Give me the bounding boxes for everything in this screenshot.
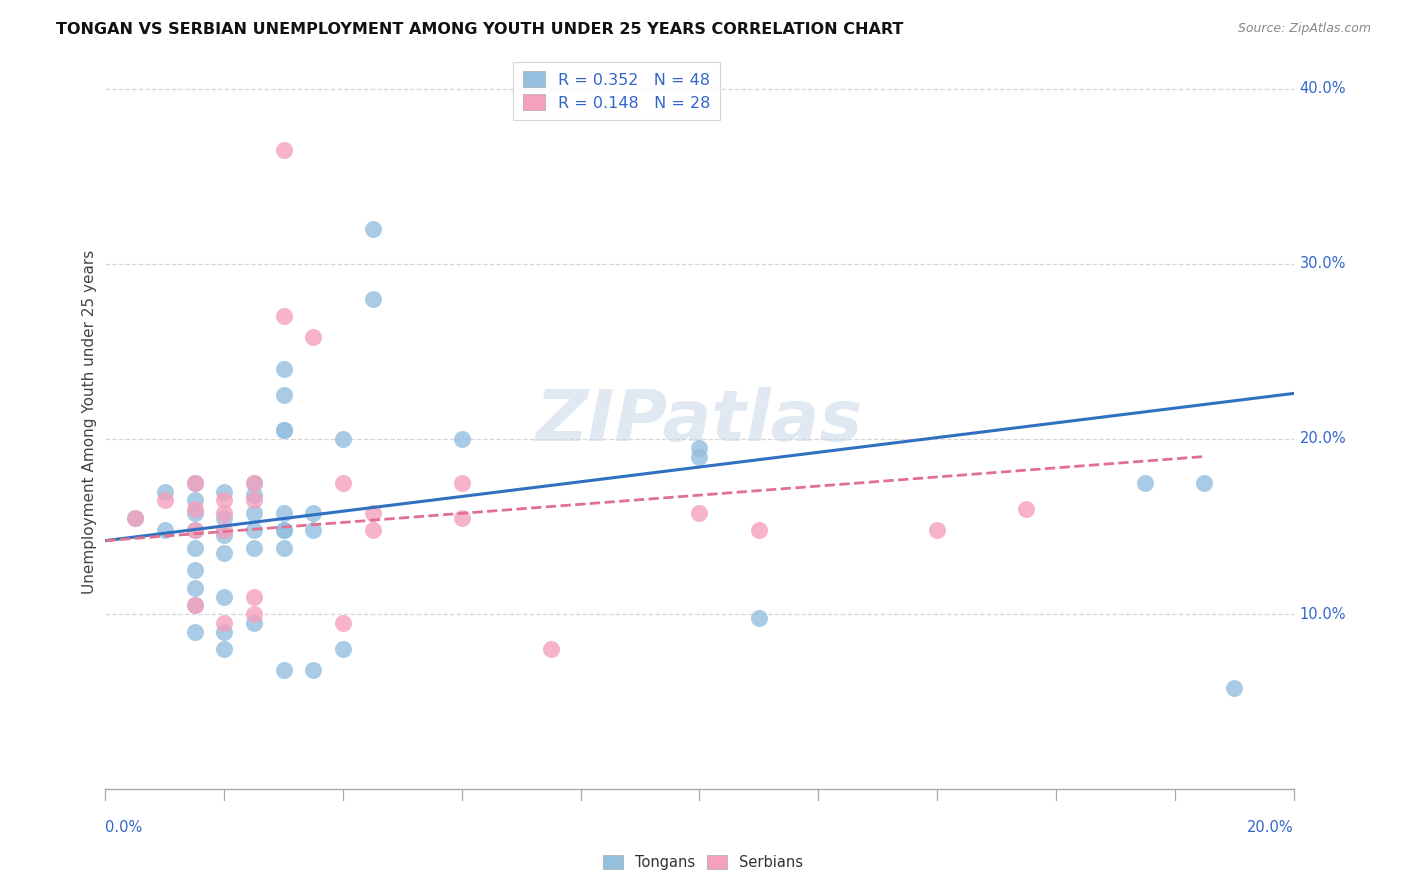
Point (183, 599, 205, 613)
Point (183, 475, 205, 490)
Point (1223, 681, 1246, 695)
Point (183, 475, 205, 490)
Point (183, 523, 205, 537)
Text: 10.0%: 10.0% (1299, 607, 1346, 622)
Point (273, 506, 295, 520)
Point (243, 541, 266, 555)
Point (689, 506, 711, 520)
Point (332, 615, 354, 630)
Point (153, 484, 176, 499)
Point (214, 493, 236, 508)
Point (214, 642, 236, 657)
Point (332, 475, 354, 490)
Text: 20.0%: 20.0% (1247, 821, 1294, 835)
Point (183, 523, 205, 537)
Point (214, 624, 236, 639)
Point (273, 362, 295, 376)
Point (214, 523, 236, 537)
Text: 40.0%: 40.0% (1299, 81, 1346, 96)
Text: TONGAN VS SERBIAN UNEMPLOYMENT AMONG YOUTH UNDER 25 YEARS CORRELATION CHART: TONGAN VS SERBIAN UNEMPLOYMENT AMONG YOU… (56, 22, 904, 37)
Point (214, 590, 236, 604)
Text: 0.0%: 0.0% (105, 821, 142, 835)
Legend: Tongans, Serbians: Tongans, Serbians (598, 849, 808, 876)
Point (243, 607, 266, 622)
Point (273, 143, 295, 157)
Point (214, 506, 236, 520)
Point (273, 541, 295, 555)
Point (214, 546, 236, 560)
Point (243, 488, 266, 502)
Point (332, 642, 354, 657)
Point (302, 663, 325, 677)
Point (273, 663, 295, 677)
Point (273, 523, 295, 537)
Point (361, 221, 384, 235)
Point (361, 292, 384, 306)
Point (183, 581, 205, 595)
Point (748, 611, 770, 625)
Point (302, 506, 325, 520)
Point (214, 528, 236, 542)
Point (153, 493, 176, 508)
Point (332, 432, 354, 446)
Point (183, 493, 205, 508)
Point (302, 330, 325, 344)
Point (243, 615, 266, 630)
Point (1015, 502, 1038, 516)
Point (361, 523, 384, 537)
Point (243, 523, 266, 537)
Point (450, 511, 472, 525)
Y-axis label: Unemployment Among Youth under 25 years: Unemployment Among Youth under 25 years (82, 250, 97, 593)
Text: 20.0%: 20.0% (1299, 432, 1346, 447)
Point (183, 541, 205, 555)
Point (183, 506, 205, 520)
Point (214, 511, 236, 525)
Point (214, 484, 236, 499)
Point (450, 475, 472, 490)
Text: Source: ZipAtlas.com: Source: ZipAtlas.com (1237, 22, 1371, 36)
Point (243, 475, 266, 490)
Point (214, 615, 236, 630)
Point (243, 475, 266, 490)
Point (243, 506, 266, 520)
Point (540, 642, 562, 657)
Point (273, 388, 295, 402)
Point (124, 511, 146, 525)
Point (273, 310, 295, 324)
Point (273, 423, 295, 437)
Point (450, 432, 472, 446)
Point (243, 590, 266, 604)
Point (124, 511, 146, 525)
Point (361, 506, 384, 520)
Point (302, 523, 325, 537)
Point (689, 450, 711, 464)
Text: 30.0%: 30.0% (1299, 256, 1346, 271)
Point (153, 523, 176, 537)
Point (183, 624, 205, 639)
Point (243, 493, 266, 508)
Point (927, 523, 949, 537)
Legend: R = 0.352   N = 48, R = 0.148   N = 28: R = 0.352 N = 48, R = 0.148 N = 28 (513, 62, 720, 120)
Point (748, 523, 770, 537)
Point (1133, 475, 1156, 490)
Point (183, 563, 205, 577)
Text: ZIPatlas: ZIPatlas (536, 387, 863, 456)
Point (183, 599, 205, 613)
Point (183, 502, 205, 516)
Point (273, 423, 295, 437)
Point (689, 441, 711, 455)
Point (1194, 475, 1216, 490)
Point (273, 523, 295, 537)
